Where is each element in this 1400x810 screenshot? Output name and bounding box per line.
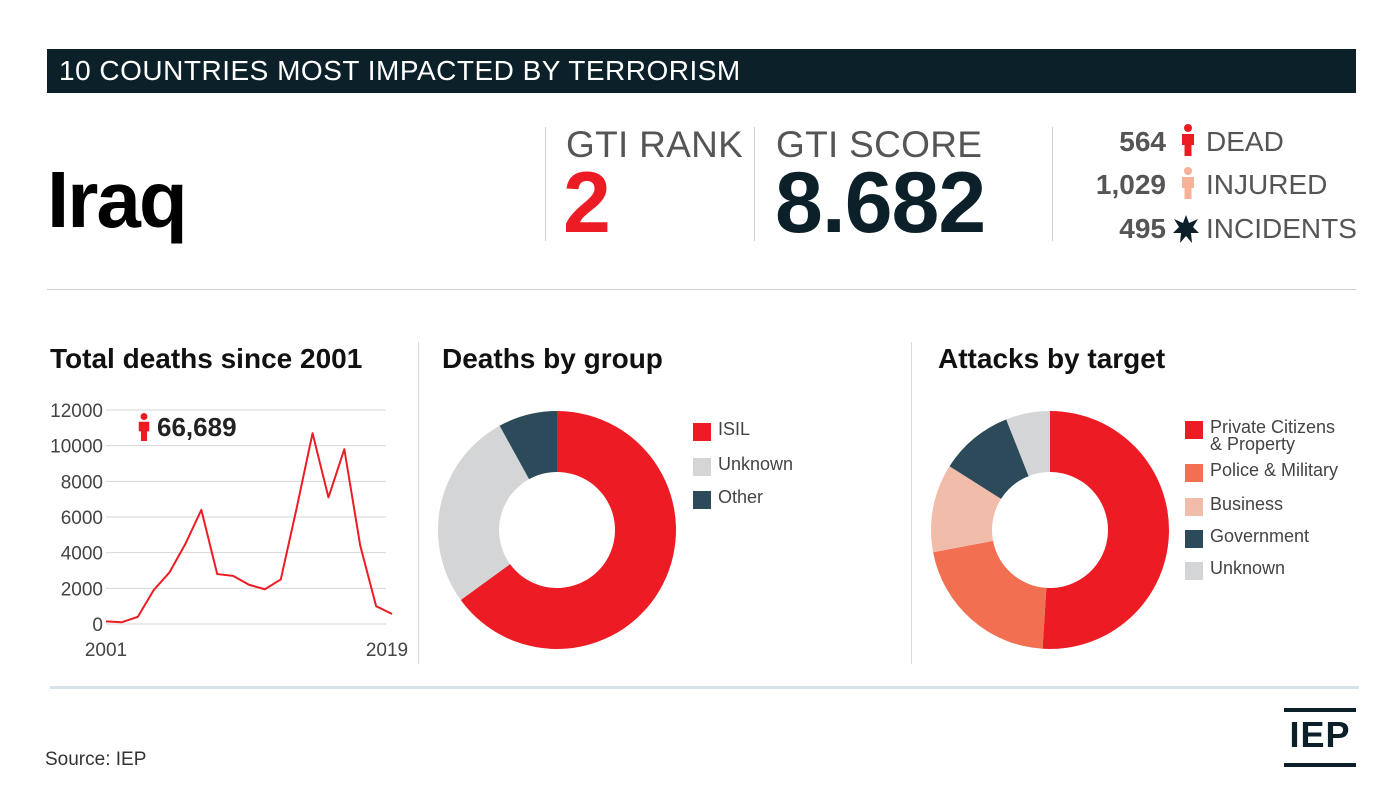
x-tick-label: 2001 (85, 640, 127, 661)
target-legend-item: Unknown (1185, 558, 1286, 580)
target-slice (1042, 411, 1169, 649)
legend-swatch (693, 458, 711, 476)
footer-divider (50, 686, 1359, 689)
x-tick-label: 2019 (366, 640, 408, 661)
y-tick-label: 10000 (50, 437, 103, 458)
divider (754, 127, 755, 241)
divider (545, 127, 546, 241)
target-slice (931, 466, 1002, 553)
target-legend-item: Private Citizens & Property (1185, 417, 1336, 454)
target-legend-item: Police & Military (1185, 460, 1339, 482)
panel-divider (911, 342, 912, 664)
target-chart-title: Attacks by target (938, 343, 1166, 374)
y-tick-label: 6000 (61, 508, 103, 529)
dead-count: 564 (1119, 126, 1166, 157)
target-legend-item: Government (1185, 526, 1310, 548)
gti-rank-value: 2 (563, 155, 611, 251)
legend-swatch (1185, 421, 1203, 439)
y-tick-label: 8000 (61, 472, 103, 493)
group-slice (499, 411, 557, 480)
legend-label: Police & Military (1210, 460, 1339, 480)
target-slice (1006, 411, 1050, 477)
section-divider (47, 289, 1356, 290)
group-legend-item: ISIL (693, 419, 751, 441)
injured-label: INJURED (1206, 169, 1328, 200)
deaths-series-line (105, 432, 393, 624)
dead-label: DEAD (1206, 126, 1284, 157)
deaths-by-group-donut (438, 411, 676, 649)
group-slice (438, 425, 530, 600)
y-tick-label: 12000 (50, 401, 103, 422)
legend-swatch (1185, 530, 1203, 548)
target-slice (949, 419, 1029, 499)
person-icon (1180, 167, 1196, 204)
group-chart-title: Deaths by group (442, 343, 663, 374)
legend-label: Other (718, 487, 764, 507)
legend-label: Private Citizens & Property (1210, 417, 1336, 454)
group-legend-item: Unknown (693, 454, 794, 476)
iep-logo: IEP (1284, 708, 1356, 768)
explosion-icon (1172, 214, 1200, 249)
legend-swatch (693, 491, 711, 509)
deaths-line-chart: 0 2000 4000 6000 8000 10000 12000 2001 2019 (50, 401, 408, 661)
target-slice (933, 540, 1047, 649)
injured-count: 1,029 (1095, 169, 1166, 200)
legend-label: Government (1210, 526, 1310, 546)
target-legend-item: Business (1185, 494, 1284, 516)
source-note: Source: IEP (45, 749, 147, 770)
attacks-by-target-donut (931, 411, 1169, 649)
deaths-total-annotation: 66,689 (157, 412, 237, 442)
country-name: Iraq (47, 155, 188, 244)
gti-score-label: GTI SCORE (776, 124, 983, 165)
legend-label: Business (1210, 494, 1284, 514)
group-legend-item: Other (693, 487, 764, 509)
legend-label: Unknown (1210, 558, 1286, 578)
gti-score-value: 8.682 (775, 155, 986, 251)
y-tick-label: 0 (92, 615, 103, 636)
legend-swatch (1185, 464, 1203, 482)
panel-divider (418, 342, 419, 664)
divider (1052, 127, 1053, 241)
logo-text: IEP (1289, 714, 1351, 755)
incidents-count: 495 (1119, 213, 1166, 244)
legend-swatch (1185, 498, 1203, 516)
person-icon (137, 411, 151, 448)
incidents-label: INCIDENTS (1206, 213, 1357, 244)
legend-label: Unknown (718, 454, 794, 474)
legend-swatch (693, 423, 711, 441)
gti-rank-label: GTI RANK (566, 124, 744, 165)
y-tick-label: 2000 (61, 579, 103, 600)
person-icon (1180, 124, 1196, 161)
deaths-chart-title: Total deaths since 2001 (50, 343, 363, 374)
group-slice (460, 411, 676, 649)
legend-label: ISIL (718, 419, 751, 439)
y-tick-label: 4000 (61, 544, 103, 565)
banner-title: 10 COUNTRIES MOST IMPACTED BY TERRORISM (47, 49, 1356, 93)
legend-swatch (1185, 562, 1203, 580)
